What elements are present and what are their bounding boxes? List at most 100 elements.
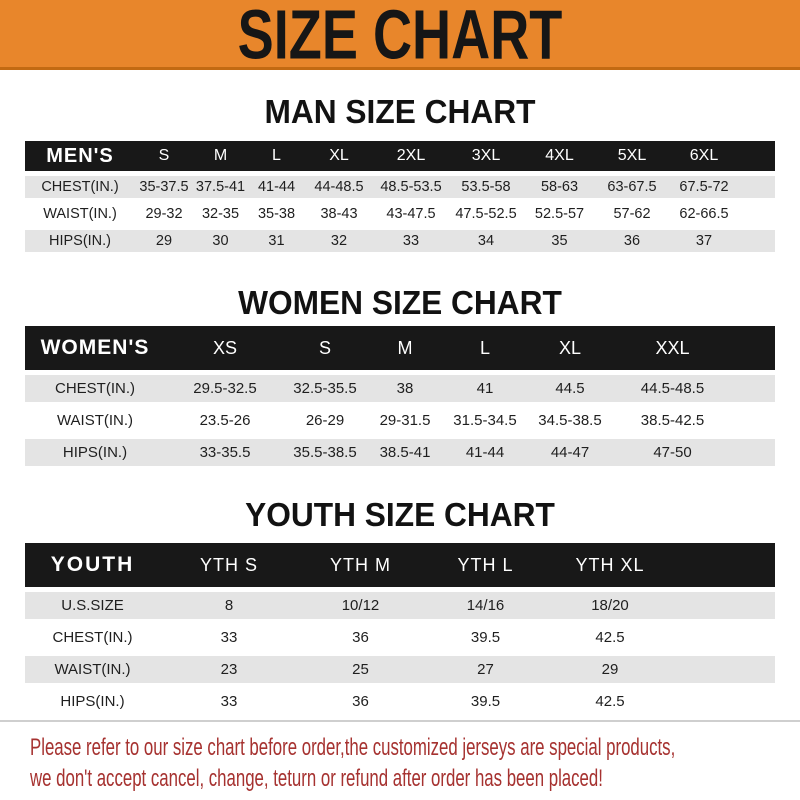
value-cell: 36 <box>298 624 423 651</box>
row-label-cell: HIPS(IN.) <box>25 688 160 715</box>
header-row: WOMEN'S XS S M L XL XXL <box>25 326 775 370</box>
page-title: SIZE CHART <box>237 0 563 73</box>
table-title-cell: MEN'S <box>25 141 135 171</box>
table-row: HIPS(IN.) 33 36 39.5 42.5 <box>25 688 775 715</box>
youth-size-table: YOUTH YTH S YTH M YTH L YTH XL U.S.SIZE 8 10/1… <box>25 538 775 720</box>
size-header-cell: XL <box>525 326 615 370</box>
value-cell: 37.5-41 <box>193 176 248 198</box>
value-cell: 58-63 <box>523 176 596 198</box>
value-cell: 38 <box>365 375 445 402</box>
size-header-cell: YTH S <box>160 543 298 587</box>
value-cell: 33 <box>160 688 298 715</box>
women-table-body: CHEST(IN.) 29.5-32.5 32.5-35.5 38 41 44.5 44.5… <box>25 375 775 466</box>
banner: SIZE CHART <box>0 0 800 73</box>
row-label-cell: HIPS(IN.) <box>25 230 135 252</box>
value-cell: 34 <box>449 230 523 252</box>
size-header-cell: S <box>135 141 193 171</box>
row-label-cell: CHEST(IN.) <box>25 176 135 198</box>
value-cell <box>672 624 775 651</box>
value-cell: 33 <box>160 624 298 651</box>
youth-table-body: U.S.SIZE 8 10/12 14/16 18/20 CHEST(IN.) 33 36 39… <box>25 592 775 715</box>
value-cell <box>730 439 775 466</box>
section-women: WOMEN SIZE CHART WOMEN'S XS S M L XL XXL CHEST… <box>0 285 800 471</box>
size-header-cell: L <box>445 326 525 370</box>
value-cell: 23.5-26 <box>165 407 285 434</box>
value-cell: 42.5 <box>548 688 672 715</box>
row-label-cell: HIPS(IN.) <box>25 439 165 466</box>
table-row: WAIST(IN.) 29-32 32-35 35-38 38-43 43-47.5 47.… <box>25 203 775 225</box>
table-row: CHEST(IN.) 29.5-32.5 32.5-35.5 38 41 44.5 44.5… <box>25 375 775 402</box>
size-header-cell: XS <box>165 326 285 370</box>
value-cell: 38-43 <box>305 203 373 225</box>
value-cell: 53.5-58 <box>449 176 523 198</box>
value-cell: 34.5-38.5 <box>525 407 615 434</box>
size-header-cell: 3XL <box>449 141 523 171</box>
table-row: HIPS(IN.) 33-35.5 35.5-38.5 38.5-41 41-44 44-… <box>25 439 775 466</box>
table-row: U.S.SIZE 8 10/12 14/16 18/20 <box>25 592 775 619</box>
value-cell: 44-48.5 <box>305 176 373 198</box>
women-section-heading: WOMEN SIZE CHART <box>238 284 562 321</box>
value-cell: 27 <box>423 656 548 683</box>
size-header-cell: 4XL <box>523 141 596 171</box>
size-header-cell <box>672 543 775 587</box>
value-cell <box>672 688 775 715</box>
value-cell: 18/20 <box>548 592 672 619</box>
table-title-cell: YOUTH <box>25 543 160 587</box>
value-cell: 44-47 <box>525 439 615 466</box>
value-cell: 25 <box>298 656 423 683</box>
size-header-cell: M <box>365 326 445 370</box>
size-header-cell: 6XL <box>668 141 740 171</box>
value-cell: 35-37.5 <box>135 176 193 198</box>
size-header-cell <box>730 326 775 370</box>
value-cell: 38.5-41 <box>365 439 445 466</box>
table-row: CHEST(IN.) 33 36 39.5 42.5 <box>25 624 775 651</box>
value-cell: 39.5 <box>423 624 548 651</box>
value-cell: 42.5 <box>548 624 672 651</box>
table-row: HIPS(IN.) 29 30 31 32 33 34 35 36 37 <box>25 230 775 252</box>
value-cell: 39.5 <box>423 688 548 715</box>
value-cell: 57-62 <box>596 203 668 225</box>
youth-table-header: YOUTH YTH S YTH M YTH L YTH XL <box>25 543 775 587</box>
value-cell: 29-32 <box>135 203 193 225</box>
youth-section-heading: YOUTH SIZE CHART <box>245 496 555 533</box>
value-cell <box>672 592 775 619</box>
value-cell <box>730 375 775 402</box>
footer-notice: Please refer to our size chart before or… <box>0 720 800 800</box>
value-cell: 37 <box>668 230 740 252</box>
value-cell: 48.5-53.5 <box>373 176 449 198</box>
row-label-cell: CHEST(IN.) <box>25 624 160 651</box>
table-row: CHEST(IN.) 35-37.5 37.5-41 41-44 44-48.5 48.5… <box>25 176 775 198</box>
women-table-header: WOMEN'S XS S M L XL XXL <box>25 326 775 370</box>
value-cell: 30 <box>193 230 248 252</box>
size-header-cell: M <box>193 141 248 171</box>
value-cell: 35-38 <box>248 203 305 225</box>
size-header-cell: 2XL <box>373 141 449 171</box>
size-header-cell: L <box>248 141 305 171</box>
value-cell: 41 <box>445 375 525 402</box>
value-cell: 10/12 <box>298 592 423 619</box>
men-table-body: CHEST(IN.) 35-37.5 37.5-41 41-44 44-48.5 48.5… <box>25 176 775 252</box>
table-row: WAIST(IN.) 23.5-26 26-29 29-31.5 31.5-34.5 34… <box>25 407 775 434</box>
size-header-cell: XL <box>305 141 373 171</box>
size-header-cell: S <box>285 326 365 370</box>
value-cell: 14/16 <box>423 592 548 619</box>
value-cell: 33 <box>373 230 449 252</box>
value-cell: 41-44 <box>248 176 305 198</box>
value-cell: 47-50 <box>615 439 730 466</box>
value-cell <box>730 407 775 434</box>
section-youth: YOUTH SIZE CHART YOUTH YTH S YTH M YTH L YTH… <box>0 497 800 720</box>
women-size-table: WOMEN'S XS S M L XL XXL CHEST(IN.) 29.5-32.5 32.… <box>25 321 775 471</box>
value-cell: 29 <box>135 230 193 252</box>
size-header-cell: YTH L <box>423 543 548 587</box>
value-cell: 26-29 <box>285 407 365 434</box>
value-cell <box>740 203 775 225</box>
notice-line-2: we don't accept cancel, change, teturn o… <box>30 765 603 792</box>
value-cell: 33-35.5 <box>165 439 285 466</box>
table-row: WAIST(IN.) 23 25 27 29 <box>25 656 775 683</box>
value-cell: 31 <box>248 230 305 252</box>
table-title-cell: WOMEN'S <box>25 326 165 370</box>
size-header-cell: YTH M <box>298 543 423 587</box>
value-cell: 52.5-57 <box>523 203 596 225</box>
value-cell: 36 <box>596 230 668 252</box>
